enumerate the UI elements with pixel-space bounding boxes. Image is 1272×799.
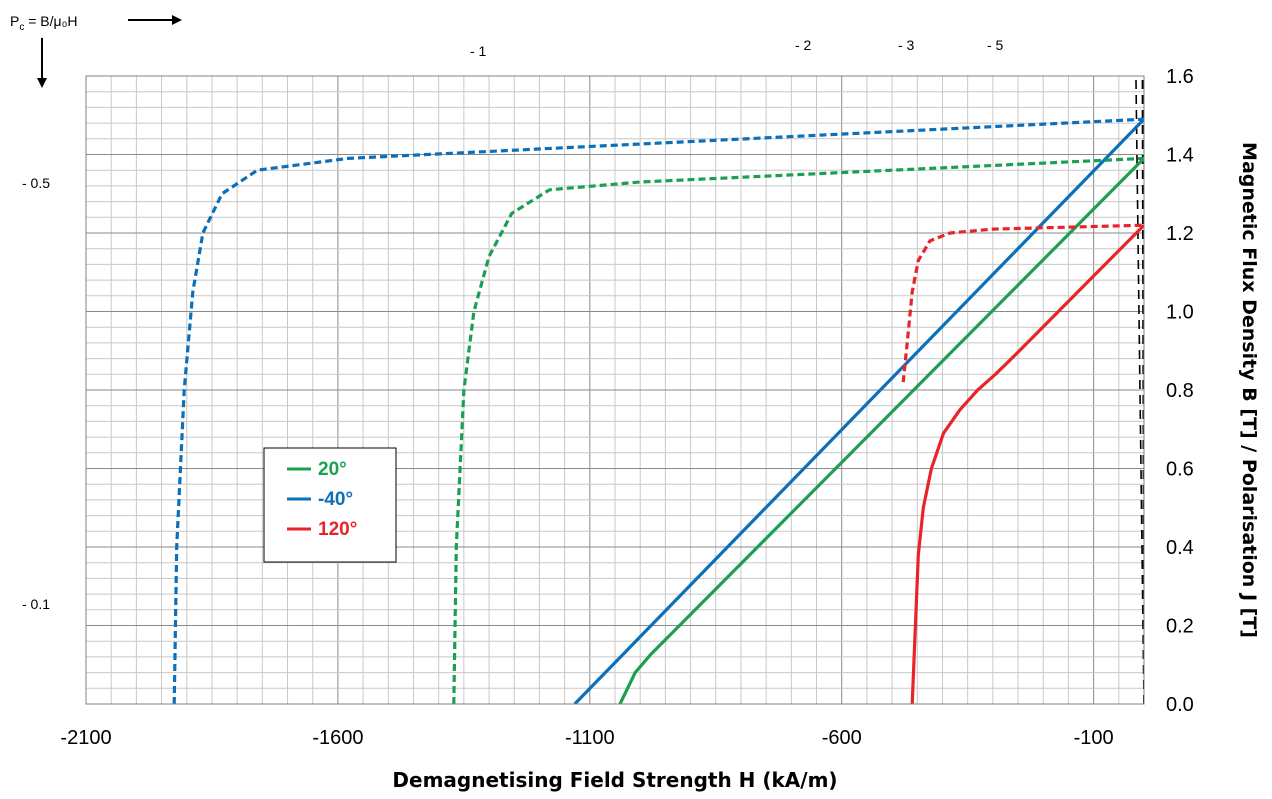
x-axis-title: Demagnetising Field Strength H (kA/m) <box>392 768 837 792</box>
permeance-line-label: - 2 <box>795 37 812 53</box>
permeance-line <box>1143 76 1144 704</box>
permeance-line-labels: - 0.5 - 0.1 - 1 - 2 - 3 - 5 <box>22 37 1004 612</box>
x-tick-label: -2100 <box>60 727 111 749</box>
series-flux-density-curve <box>618 157 1144 704</box>
y-tick-label: 0.8 <box>1166 380 1194 402</box>
x-axis-tick-labels: -2100 -1600 -1100 -600 -100 <box>60 727 1113 749</box>
x-tick-label: -100 <box>1074 727 1114 749</box>
y-tick-label: 1.6 <box>1166 66 1194 88</box>
y-tick-label: 0.6 <box>1166 459 1194 481</box>
legend-label: 20° <box>318 459 347 480</box>
series-flux-density-curve <box>910 224 1144 704</box>
legend-label: 120° <box>318 519 357 540</box>
pc-annotation: Pc = B/μ₀H <box>10 13 78 33</box>
y-tick-label: 0.4 <box>1166 537 1194 559</box>
y-tick-label: 1.0 <box>1166 302 1194 324</box>
permeance-line-label: - 3 <box>898 37 915 53</box>
x-tick-label: -600 <box>822 727 862 749</box>
series-lines <box>172 117 1144 704</box>
permeance-line-label: - 1 <box>470 43 487 59</box>
series-polarisation-curve <box>901 223 1144 383</box>
series-polarisation-curve <box>172 117 1144 704</box>
legend-label: -40° <box>318 489 353 510</box>
permeance-line-label: - 0.1 <box>22 596 50 612</box>
permeance-line <box>1142 76 1144 704</box>
y-tick-label: 0.0 <box>1166 694 1194 716</box>
permeance-line <box>1142 76 1144 704</box>
plot-gridlines <box>86 76 1144 704</box>
y-axis-tick-labels: 0.0 0.2 0.4 0.6 0.8 1.0 1.2 1.4 1.6 <box>1166 66 1194 716</box>
permeance-line-label: - 5 <box>987 37 1004 53</box>
plot-frame <box>85 75 1145 705</box>
y-axis-title: Magnetic Flux Density B [T] / Polarisati… <box>1238 142 1260 638</box>
y-tick-label: 0.2 <box>1166 616 1194 638</box>
x-tick-label: -1600 <box>312 727 363 749</box>
permeance-line-label: - 0.5 <box>22 175 50 191</box>
y-tick-label: 1.4 <box>1166 145 1194 167</box>
x-tick-label: -1100 <box>565 727 615 749</box>
series-flux-density-curve <box>573 118 1144 704</box>
legend-box <box>263 447 397 563</box>
legend: 20° -40° 120° <box>263 447 397 563</box>
y-tick-label: 1.2 <box>1166 223 1194 245</box>
series-polarisation-curve <box>452 156 1144 704</box>
permeance-line <box>1142 76 1144 704</box>
